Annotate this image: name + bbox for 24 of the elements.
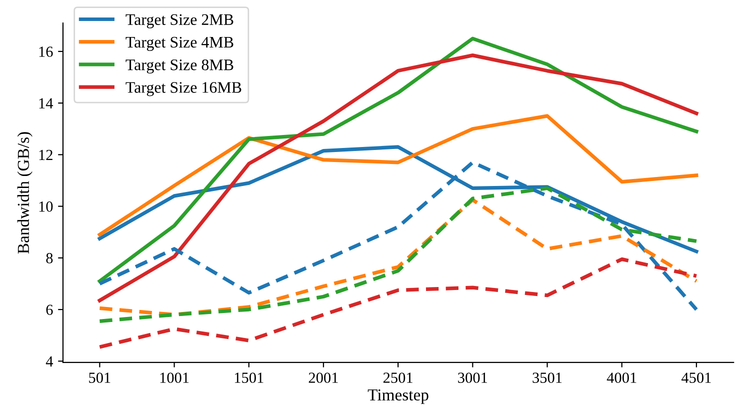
y-tick-label: 8: [46, 253, 53, 264]
line-series: [98, 257, 698, 349]
y-tick-label: 16: [39, 46, 53, 57]
x-tick-label: 3501: [532, 372, 562, 383]
y-tick-label: 6: [46, 304, 53, 315]
line-series: [98, 114, 698, 236]
x-tick-label: 4001: [606, 372, 636, 383]
legend-label: Target Size 8MB: [126, 59, 234, 74]
x-tick-label: 501: [89, 372, 110, 383]
y-tick-label: 14: [39, 98, 54, 108]
legend-label: Target Size 16MB: [126, 82, 242, 96]
y-tick-label: 4: [46, 356, 54, 366]
x-tick-label: 4501: [681, 372, 711, 383]
y-tick-label: 10: [39, 201, 53, 212]
x-tick-label: 1501: [234, 372, 264, 383]
x-tick-label: 1001: [160, 372, 189, 383]
y-axis-title: Bandwidth (GB/s): [17, 132, 32, 254]
legend-label: Target Size 2MB: [126, 14, 234, 28]
legend-label: Target Size 4MB: [126, 36, 234, 51]
x-tick-label: 2501: [383, 372, 412, 383]
x-tick-label: 3001: [458, 372, 488, 383]
x-tick-label: 2001: [308, 372, 338, 383]
x-axis-title: Timestep: [368, 389, 428, 404]
y-tick-label: 12: [39, 150, 52, 160]
